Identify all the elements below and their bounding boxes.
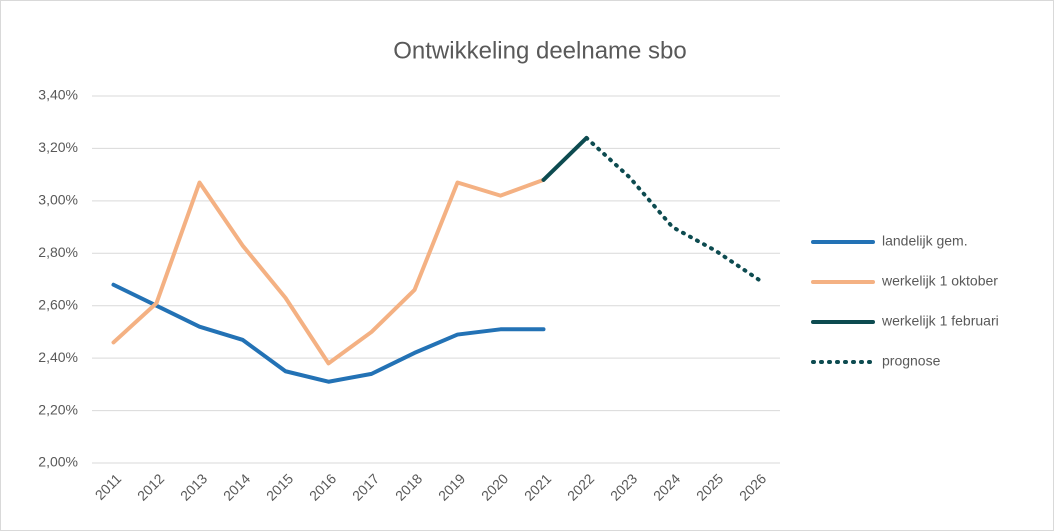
y-tick-label: 2,40%	[38, 349, 78, 365]
y-tick-label: 2,80%	[38, 244, 78, 260]
series-line	[541, 135, 589, 182]
y-tick-label: 2,20%	[38, 401, 78, 417]
series-line	[584, 135, 761, 282]
y-tick-label: 3,40%	[38, 87, 78, 103]
legend-label: werkelijk 1 oktober	[881, 273, 998, 289]
y-tick-label: 3,00%	[38, 192, 78, 208]
y-tick-label: 2,60%	[38, 296, 78, 312]
chart-title: Ontwikkeling deelname sbo	[393, 37, 687, 64]
y-tick-label: 2,00%	[38, 454, 78, 470]
y-tick-label: 3,20%	[38, 139, 78, 155]
legend-label: landelijk gem.	[882, 233, 968, 249]
legend-label: prognose	[882, 353, 941, 369]
series-line	[111, 177, 546, 366]
series-line	[111, 282, 546, 384]
legend-label: werkelijk 1 februari	[881, 313, 999, 329]
